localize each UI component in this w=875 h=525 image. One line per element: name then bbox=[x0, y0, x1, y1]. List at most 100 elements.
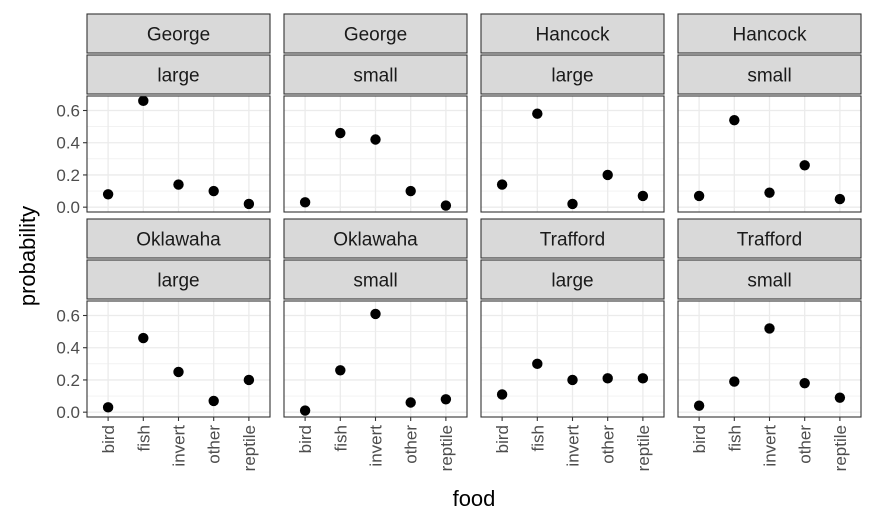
x-tick-label: bird bbox=[99, 425, 118, 453]
data-point bbox=[729, 376, 740, 387]
data-point bbox=[799, 160, 810, 171]
strip-lake-label: Trafford bbox=[540, 230, 605, 251]
x-tick-label: reptile bbox=[634, 425, 653, 471]
data-point bbox=[370, 308, 381, 320]
strip-lake-label: Hancock bbox=[733, 25, 807, 46]
data-point bbox=[567, 198, 578, 210]
strip-size-label: large bbox=[551, 271, 593, 292]
data-point bbox=[764, 187, 775, 198]
y-tick-label: 0.6 bbox=[56, 307, 80, 326]
data-point bbox=[405, 397, 416, 408]
facet-panel bbox=[677, 13, 862, 213]
x-tick-label: reptile bbox=[437, 425, 456, 471]
y-tick-label: 0.0 bbox=[56, 198, 80, 217]
panel-border bbox=[480, 95, 665, 213]
strip-size-label: large bbox=[157, 271, 199, 292]
panel-border bbox=[86, 95, 271, 213]
data-point bbox=[335, 365, 346, 376]
data-point bbox=[102, 189, 114, 200]
data-point bbox=[138, 332, 149, 344]
data-point bbox=[208, 185, 219, 197]
data-point bbox=[729, 114, 740, 126]
x-tick-label: bird bbox=[493, 425, 512, 453]
data-point bbox=[173, 179, 184, 190]
data-point bbox=[335, 127, 346, 139]
strip-lake bbox=[480, 218, 665, 259]
data-point bbox=[496, 389, 508, 400]
data-point bbox=[440, 200, 452, 211]
strip-size-label: small bbox=[747, 66, 791, 87]
strip-size bbox=[86, 259, 271, 300]
x-tick-label: reptile bbox=[831, 425, 850, 471]
strip-size-label: large bbox=[551, 66, 593, 87]
data-point bbox=[299, 197, 311, 208]
data-point bbox=[173, 366, 184, 378]
strip-size-label: small bbox=[747, 271, 791, 292]
facet-panel bbox=[86, 13, 271, 213]
data-point bbox=[299, 405, 311, 416]
strip-lake bbox=[86, 13, 271, 54]
x-axis-title: food bbox=[453, 486, 496, 511]
strip-lake-label: George bbox=[147, 25, 210, 46]
strip-size-label: small bbox=[353, 66, 397, 87]
facet-panel bbox=[480, 13, 665, 213]
data-point bbox=[693, 190, 705, 202]
strip-lake-label: Trafford bbox=[737, 230, 802, 251]
data-point bbox=[834, 193, 846, 205]
data-point bbox=[496, 179, 508, 190]
strip-size-label: large bbox=[157, 66, 199, 87]
y-axis-title: probability bbox=[15, 206, 40, 306]
data-point bbox=[532, 108, 543, 119]
y-tick-label: 0.2 bbox=[56, 166, 80, 185]
x-tick-label: other bbox=[796, 425, 815, 464]
data-point bbox=[602, 169, 613, 181]
x-tick-label: fish bbox=[725, 425, 744, 451]
x-tick-label: invert bbox=[761, 425, 780, 467]
data-point bbox=[405, 185, 416, 197]
data-point bbox=[637, 190, 649, 202]
strip-size bbox=[86, 54, 271, 95]
strip-size bbox=[283, 259, 468, 300]
data-point bbox=[243, 198, 255, 210]
strip-lake-label: Oklawaha bbox=[136, 230, 221, 251]
data-point bbox=[637, 373, 649, 384]
strip-lake bbox=[86, 218, 271, 259]
x-tick-label: bird bbox=[296, 425, 315, 453]
strip-lake-label: Oklawaha bbox=[333, 230, 418, 251]
strip-size bbox=[480, 259, 665, 300]
strip-size-label: small bbox=[353, 271, 397, 292]
strip-lake bbox=[283, 218, 468, 259]
strip-lake bbox=[283, 13, 468, 54]
x-tick-label: other bbox=[599, 425, 618, 464]
facet-panel bbox=[86, 218, 271, 418]
data-point bbox=[243, 374, 255, 386]
strip-size bbox=[480, 54, 665, 95]
y-tick-label: 0.6 bbox=[56, 102, 80, 121]
facet-panel bbox=[677, 218, 862, 418]
data-point bbox=[208, 395, 219, 407]
facet-panel bbox=[283, 13, 468, 213]
panel-border bbox=[677, 95, 862, 213]
data-point bbox=[602, 373, 613, 384]
data-point bbox=[834, 392, 846, 403]
x-tick-label: other bbox=[205, 425, 224, 464]
data-point bbox=[102, 402, 114, 413]
y-tick-label: 0.4 bbox=[56, 339, 80, 358]
strip-size bbox=[283, 54, 468, 95]
strip-size bbox=[677, 259, 862, 300]
x-tick-label: fish bbox=[134, 425, 153, 451]
data-point bbox=[693, 400, 705, 411]
x-tick-label: fish bbox=[331, 425, 350, 451]
y-tick-label: 0.2 bbox=[56, 371, 80, 390]
facet-panel bbox=[283, 218, 468, 418]
data-point bbox=[370, 134, 381, 145]
x-tick-label: bird bbox=[690, 425, 709, 453]
x-tick-label: invert bbox=[564, 425, 583, 467]
data-point bbox=[567, 374, 578, 386]
strip-lake-label: Hancock bbox=[536, 25, 610, 46]
data-point bbox=[764, 323, 775, 334]
data-point bbox=[138, 95, 149, 107]
strip-size bbox=[677, 54, 862, 95]
strip-lake bbox=[480, 13, 665, 54]
x-tick-label: reptile bbox=[240, 425, 259, 471]
